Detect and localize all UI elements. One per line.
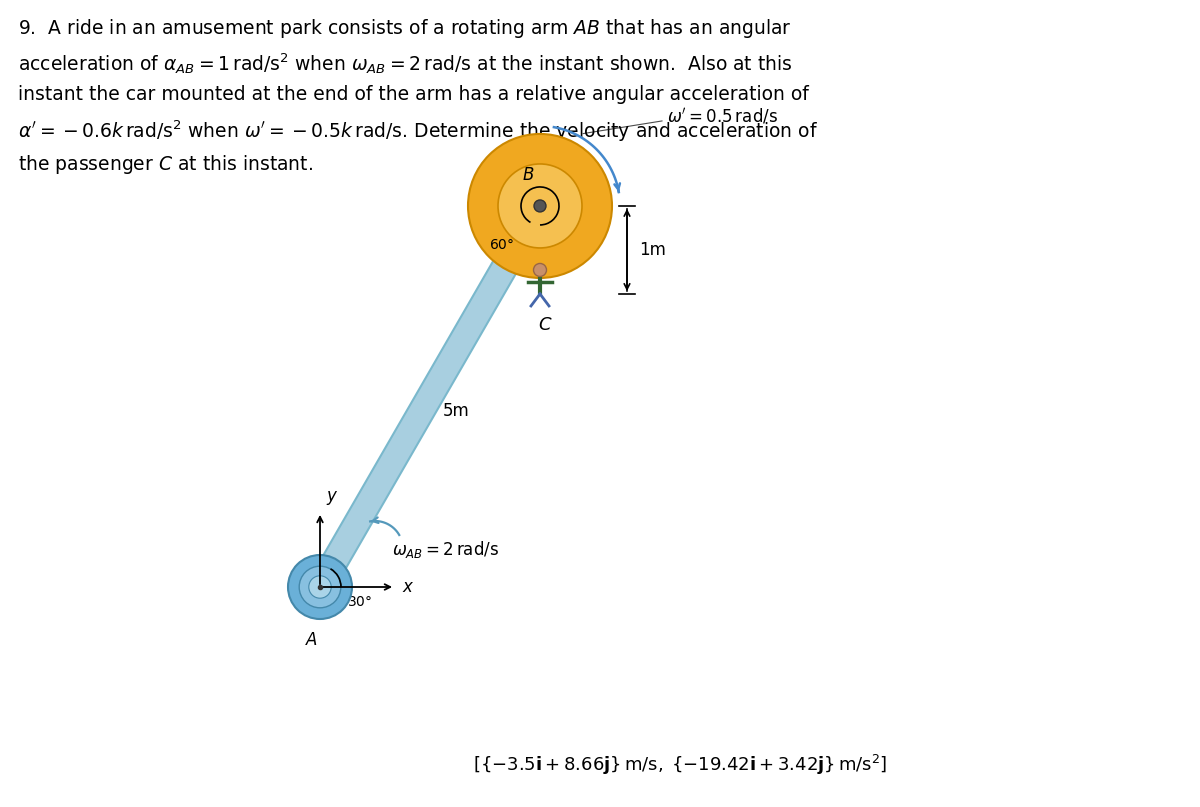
Circle shape bbox=[308, 576, 331, 598]
Text: 1m: 1m bbox=[640, 241, 666, 259]
Text: $C$: $C$ bbox=[538, 316, 552, 334]
Text: $\omega' = 0.5\,\mathrm{rad/s}$: $\omega' = 0.5\,\mathrm{rad/s}$ bbox=[667, 106, 778, 126]
Text: $x$: $x$ bbox=[402, 578, 414, 596]
Text: $y$: $y$ bbox=[326, 489, 338, 507]
Text: $30°$: $30°$ bbox=[347, 595, 372, 609]
Text: acceleration of $\alpha_{AB}=1\,\mathrm{rad/s^2}$ when $\omega_{AB}=2\,\mathrm{r: acceleration of $\alpha_{AB}=1\,\mathrm{… bbox=[18, 51, 793, 76]
Text: $60°$: $60°$ bbox=[490, 238, 515, 252]
Text: $[\{-3.5\mathbf{i}+8.66\mathbf{j}\}\,\mathrm{m/s},\;\{-19.42\mathbf{i}+3.42\math: $[\{-3.5\mathbf{i}+8.66\mathbf{j}\}\,\ma… bbox=[473, 753, 887, 777]
Circle shape bbox=[534, 263, 546, 277]
Circle shape bbox=[299, 567, 341, 608]
Polygon shape bbox=[308, 199, 551, 593]
Text: $\alpha' = -0.6k\,\mathrm{rad/s^2}$ when $\omega' = -0.5k\,\mathrm{rad/s}$. Dete: $\alpha' = -0.6k\,\mathrm{rad/s^2}$ when… bbox=[18, 119, 818, 144]
Circle shape bbox=[534, 200, 546, 212]
Text: $A$: $A$ bbox=[306, 631, 318, 649]
Text: 5m: 5m bbox=[443, 403, 469, 420]
Text: instant the car mounted at the end of the arm has a relative angular acceleratio: instant the car mounted at the end of th… bbox=[18, 85, 809, 104]
Text: $B$: $B$ bbox=[522, 166, 534, 184]
Text: $\omega_{AB} = 2\,\mathrm{rad/s}$: $\omega_{AB} = 2\,\mathrm{rad/s}$ bbox=[392, 538, 499, 559]
Circle shape bbox=[498, 164, 582, 248]
Circle shape bbox=[288, 555, 352, 619]
Text: the passenger $C$ at this instant.: the passenger $C$ at this instant. bbox=[18, 153, 313, 176]
Text: 9.  A ride in an amusement park consists of a rotating arm $AB$ that has an angu: 9. A ride in an amusement park consists … bbox=[18, 17, 792, 40]
Circle shape bbox=[468, 134, 612, 278]
